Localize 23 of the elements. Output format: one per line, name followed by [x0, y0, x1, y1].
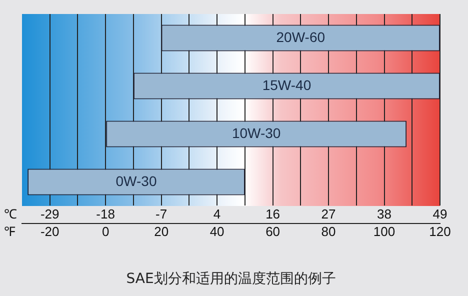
- x-axis-title: ℉: [4, 224, 16, 240]
- text: SAE划分和适用的温度范围的例子: [126, 271, 336, 288]
- x-tick-label: 60: [266, 224, 280, 239]
- x-tick-label: 100: [373, 224, 396, 239]
- x2-axis-title: ℃: [4, 206, 17, 222]
- x2-tick-label: -29: [40, 206, 60, 222]
- y-tick-label: 15W-40: [262, 76, 312, 93]
- x2-tick-label: 4: [213, 206, 221, 222]
- x-tick-label: 40: [210, 224, 224, 239]
- x-tick-label: 80: [321, 224, 336, 239]
- x2-tick-label: 16: [266, 206, 280, 222]
- x2-tick-label: 49: [432, 206, 448, 222]
- y-tick-label: 20W-60: [276, 28, 326, 45]
- y-tick-label: 0W-30: [116, 172, 157, 189]
- x-tick-label: 20: [154, 224, 169, 239]
- x2-tick-label: 38: [377, 206, 392, 222]
- x2-tick-label: -18: [96, 206, 115, 222]
- y-tick-label: 10W-30: [232, 124, 281, 141]
- x-tick-label: 120: [429, 224, 451, 239]
- x2-tick-label: 27: [321, 206, 336, 222]
- x2-tick-label: -7: [156, 206, 168, 222]
- x-tick-label: 0: [102, 224, 110, 239]
- x-tick-label: -20: [40, 224, 60, 239]
